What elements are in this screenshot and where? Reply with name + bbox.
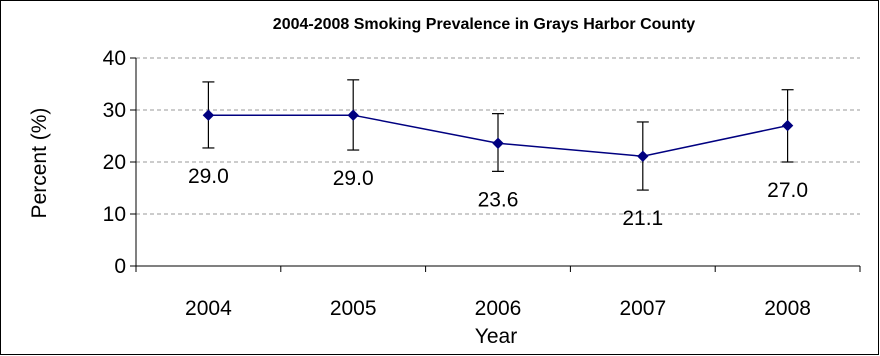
data-label: 21.1 — [622, 207, 663, 230]
x-tick-label: 2006 — [475, 297, 522, 320]
data-points — [202, 109, 794, 162]
data-point — [492, 137, 504, 149]
data-label: 29.0 — [333, 167, 374, 190]
error-bars — [202, 79, 794, 191]
data-labels: 29.0 29.0 23.6 21.1 27.0 — [188, 165, 808, 230]
data-point — [202, 109, 215, 121]
data-point — [637, 150, 649, 162]
x-tick-label: 2007 — [619, 297, 666, 320]
y-tick-label: 30 — [103, 99, 126, 122]
data-label: 29.0 — [188, 165, 229, 188]
chart-title: 2004-2008 Smoking Prevalence in Grays Ha… — [273, 16, 696, 33]
data-point — [781, 119, 794, 132]
data-point — [347, 109, 359, 121]
x-tick-label: 2008 — [764, 297, 811, 320]
y-tick-label: 10 — [103, 203, 126, 226]
data-label: 27.0 — [767, 179, 808, 202]
y-tick-label: 40 — [103, 47, 126, 70]
y-axis-label: Percent (%) — [28, 108, 51, 219]
x-tick-label: 2004 — [185, 297, 232, 320]
y-tick-label: 0 — [114, 255, 126, 278]
axes — [130, 57, 861, 272]
x-tick-labels: 2004 2005 2006 2007 2008 — [185, 297, 811, 320]
y-tick-label: 20 — [103, 151, 126, 174]
x-tick-label: 2005 — [330, 297, 377, 320]
y-tick-labels: 0 10 20 30 40 — [103, 47, 126, 278]
data-label: 23.6 — [478, 188, 519, 211]
gridlines — [136, 57, 860, 215]
x-axis-label: Year — [475, 325, 517, 348]
